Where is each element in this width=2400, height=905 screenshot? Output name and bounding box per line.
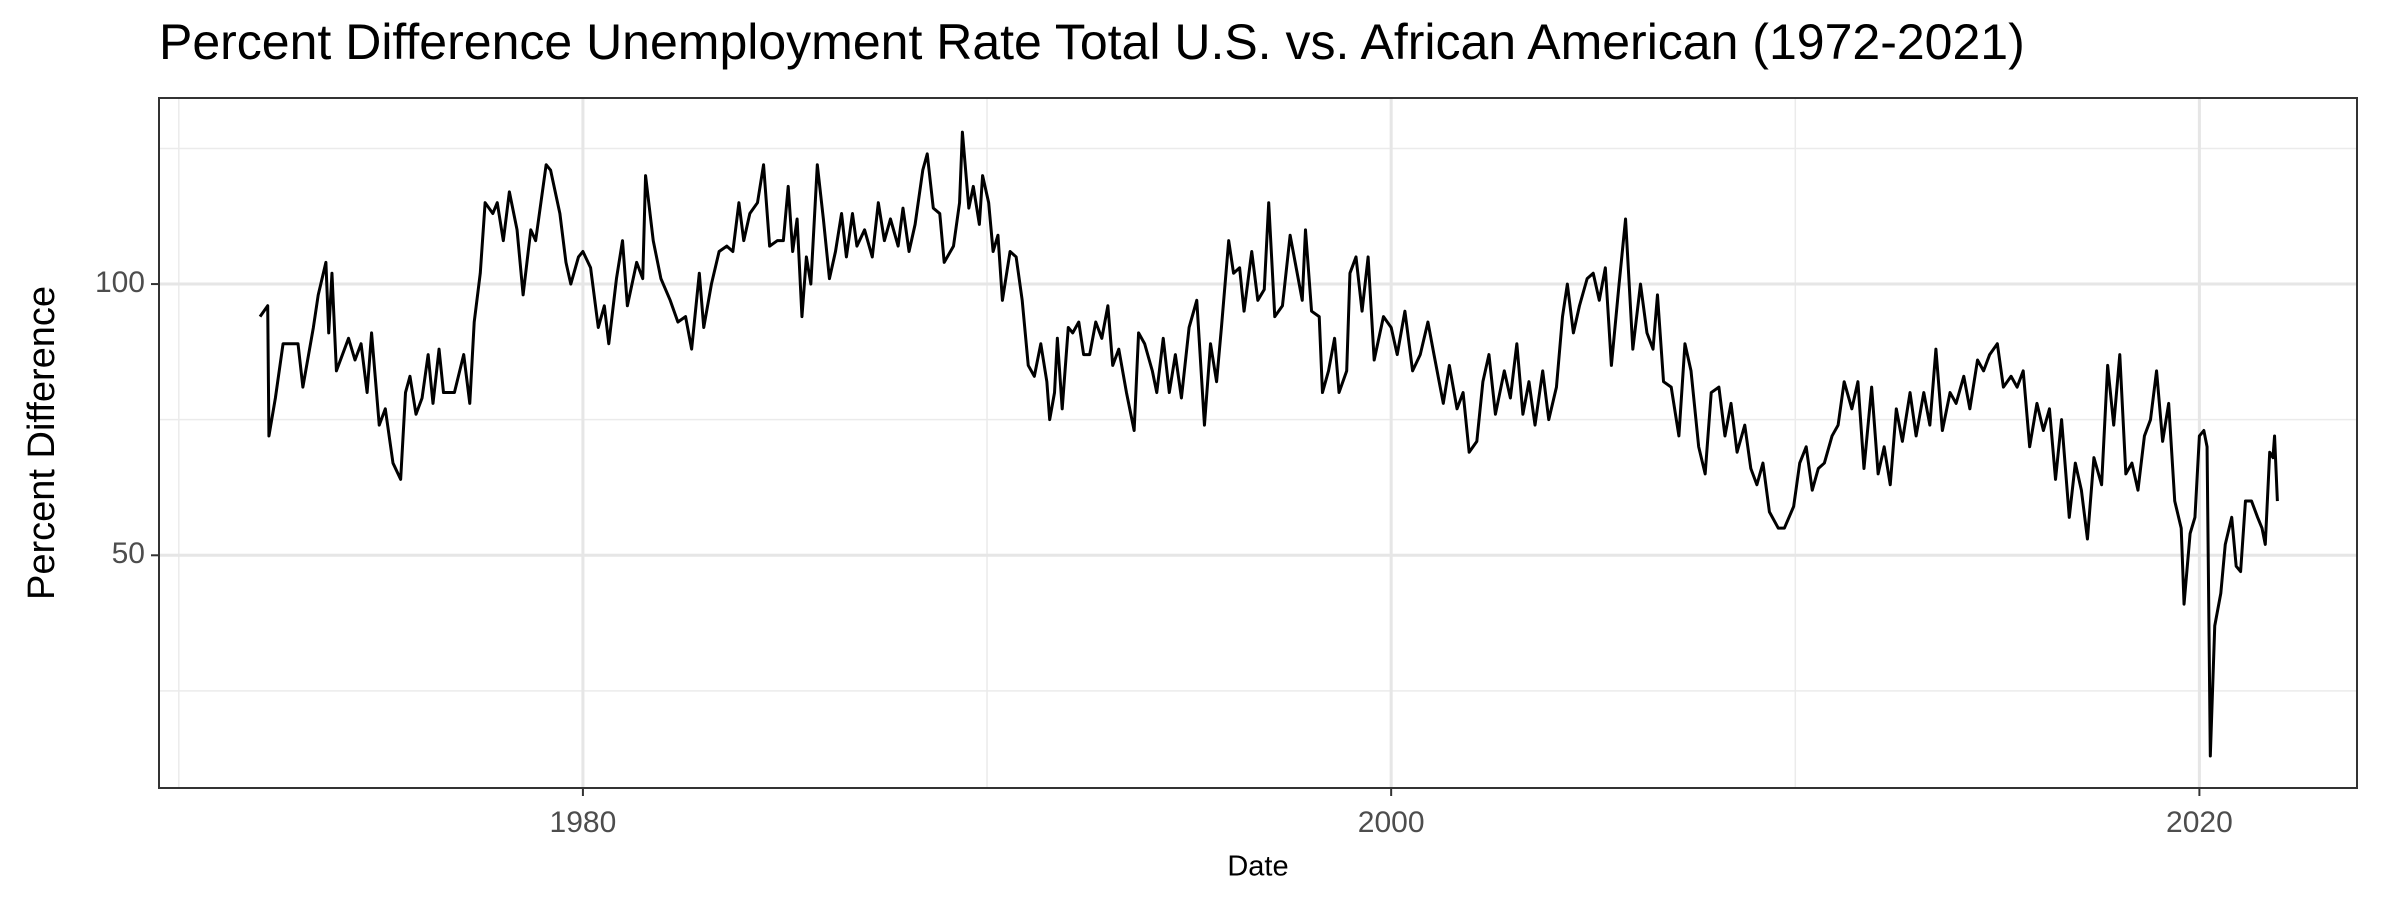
- chart-title: Percent Difference Unemployment Rate Tot…: [159, 14, 2025, 70]
- plot-area: [158, 97, 2358, 789]
- x-axis-title: Date: [1227, 851, 1288, 883]
- y-tick-label: 50: [112, 537, 145, 570]
- y-tick-label: 100: [95, 266, 145, 299]
- grid: 50 100 1980 2000 2020: [95, 98, 2357, 839]
- line: [258, 130, 2279, 758]
- x-tick-label: 2020: [2166, 806, 2233, 839]
- x-tick-label: 2000: [1358, 806, 1425, 839]
- y-axis-title: Percent Difference: [21, 286, 63, 600]
- plot-border: [158, 97, 2358, 789]
- x-tick-label: 1980: [550, 806, 617, 839]
